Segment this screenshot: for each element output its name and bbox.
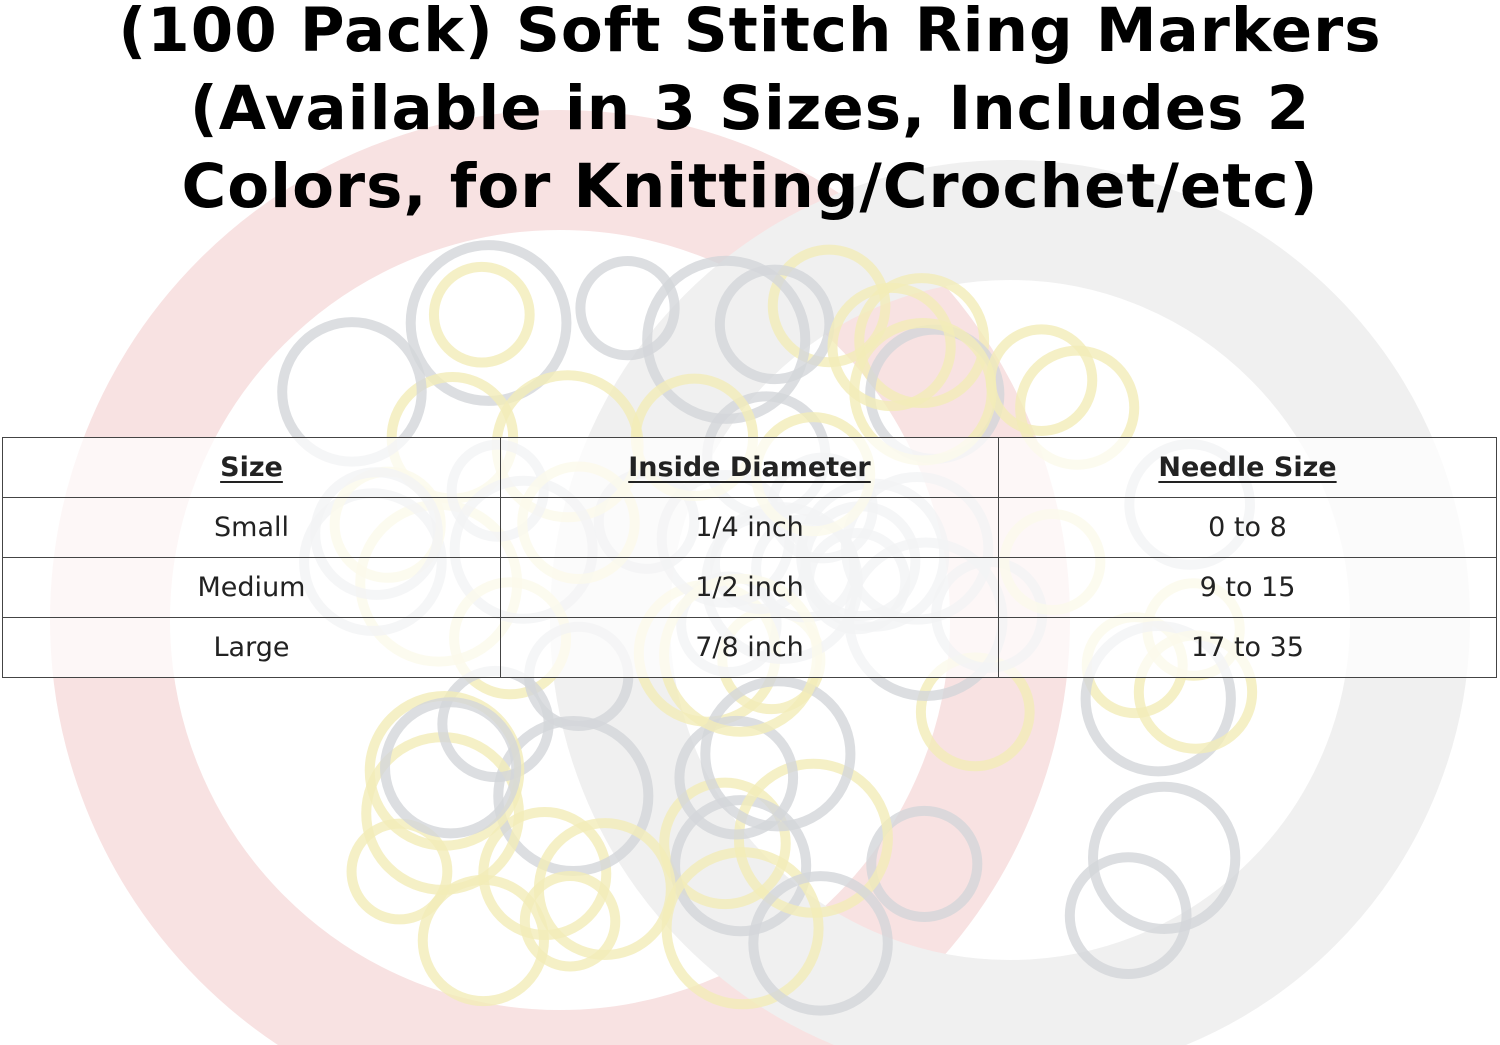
header-inside-diameter: Inside Diameter bbox=[500, 437, 999, 498]
cell-needle: 9 to 15 bbox=[998, 557, 1497, 618]
ring bbox=[405, 240, 572, 406]
cell-diameter: 1/2 inch bbox=[500, 557, 999, 618]
cell-size: Large bbox=[2, 617, 501, 678]
ring bbox=[700, 676, 856, 832]
table-row: Medium 1/2 inch 9 to 15 bbox=[2, 557, 1497, 618]
ring bbox=[748, 871, 893, 1016]
cell-size: Small bbox=[2, 497, 501, 558]
ring bbox=[1088, 781, 1241, 935]
ring bbox=[767, 244, 891, 368]
header-needle-size: Needle Size bbox=[998, 437, 1497, 498]
table-row: Large 7/8 inch 17 to 35 bbox=[2, 617, 1497, 678]
ring bbox=[866, 805, 983, 922]
ring bbox=[380, 697, 522, 839]
ring bbox=[827, 282, 956, 412]
ring bbox=[575, 256, 680, 361]
size-table: Size Inside Diameter Needle Size Small 1… bbox=[2, 437, 1497, 678]
table-row: Small 1/4 inch 0 to 8 bbox=[2, 497, 1497, 558]
ring bbox=[428, 261, 535, 368]
cell-needle: 17 to 35 bbox=[998, 617, 1497, 678]
ring bbox=[714, 264, 835, 385]
title-line: (Available in 3 Sizes, Includes 2 bbox=[189, 73, 1311, 144]
cell-diameter: 1/4 inch bbox=[500, 497, 999, 558]
ring bbox=[533, 818, 676, 961]
ring bbox=[659, 777, 791, 910]
cell-diameter: 7/8 inch bbox=[500, 617, 999, 678]
title-line: Colors, for Knitting/Crochet/etc) bbox=[181, 151, 1319, 222]
ring bbox=[346, 818, 453, 925]
product-title: (100 Pack) Soft Stitch Ring Markers (Ava… bbox=[0, 0, 1500, 226]
title-line: (100 Pack) Soft Stitch Ring Markers bbox=[118, 0, 1382, 66]
ring bbox=[670, 795, 812, 937]
cell-size: Medium bbox=[2, 557, 501, 618]
ring bbox=[1064, 852, 1192, 980]
ring bbox=[519, 871, 621, 972]
ring bbox=[661, 847, 824, 1010]
cell-needle: 0 to 8 bbox=[998, 497, 1497, 558]
table-header-row: Size Inside Diameter Needle Size bbox=[2, 437, 1497, 498]
ring bbox=[674, 715, 799, 840]
header-size: Size bbox=[2, 437, 501, 498]
